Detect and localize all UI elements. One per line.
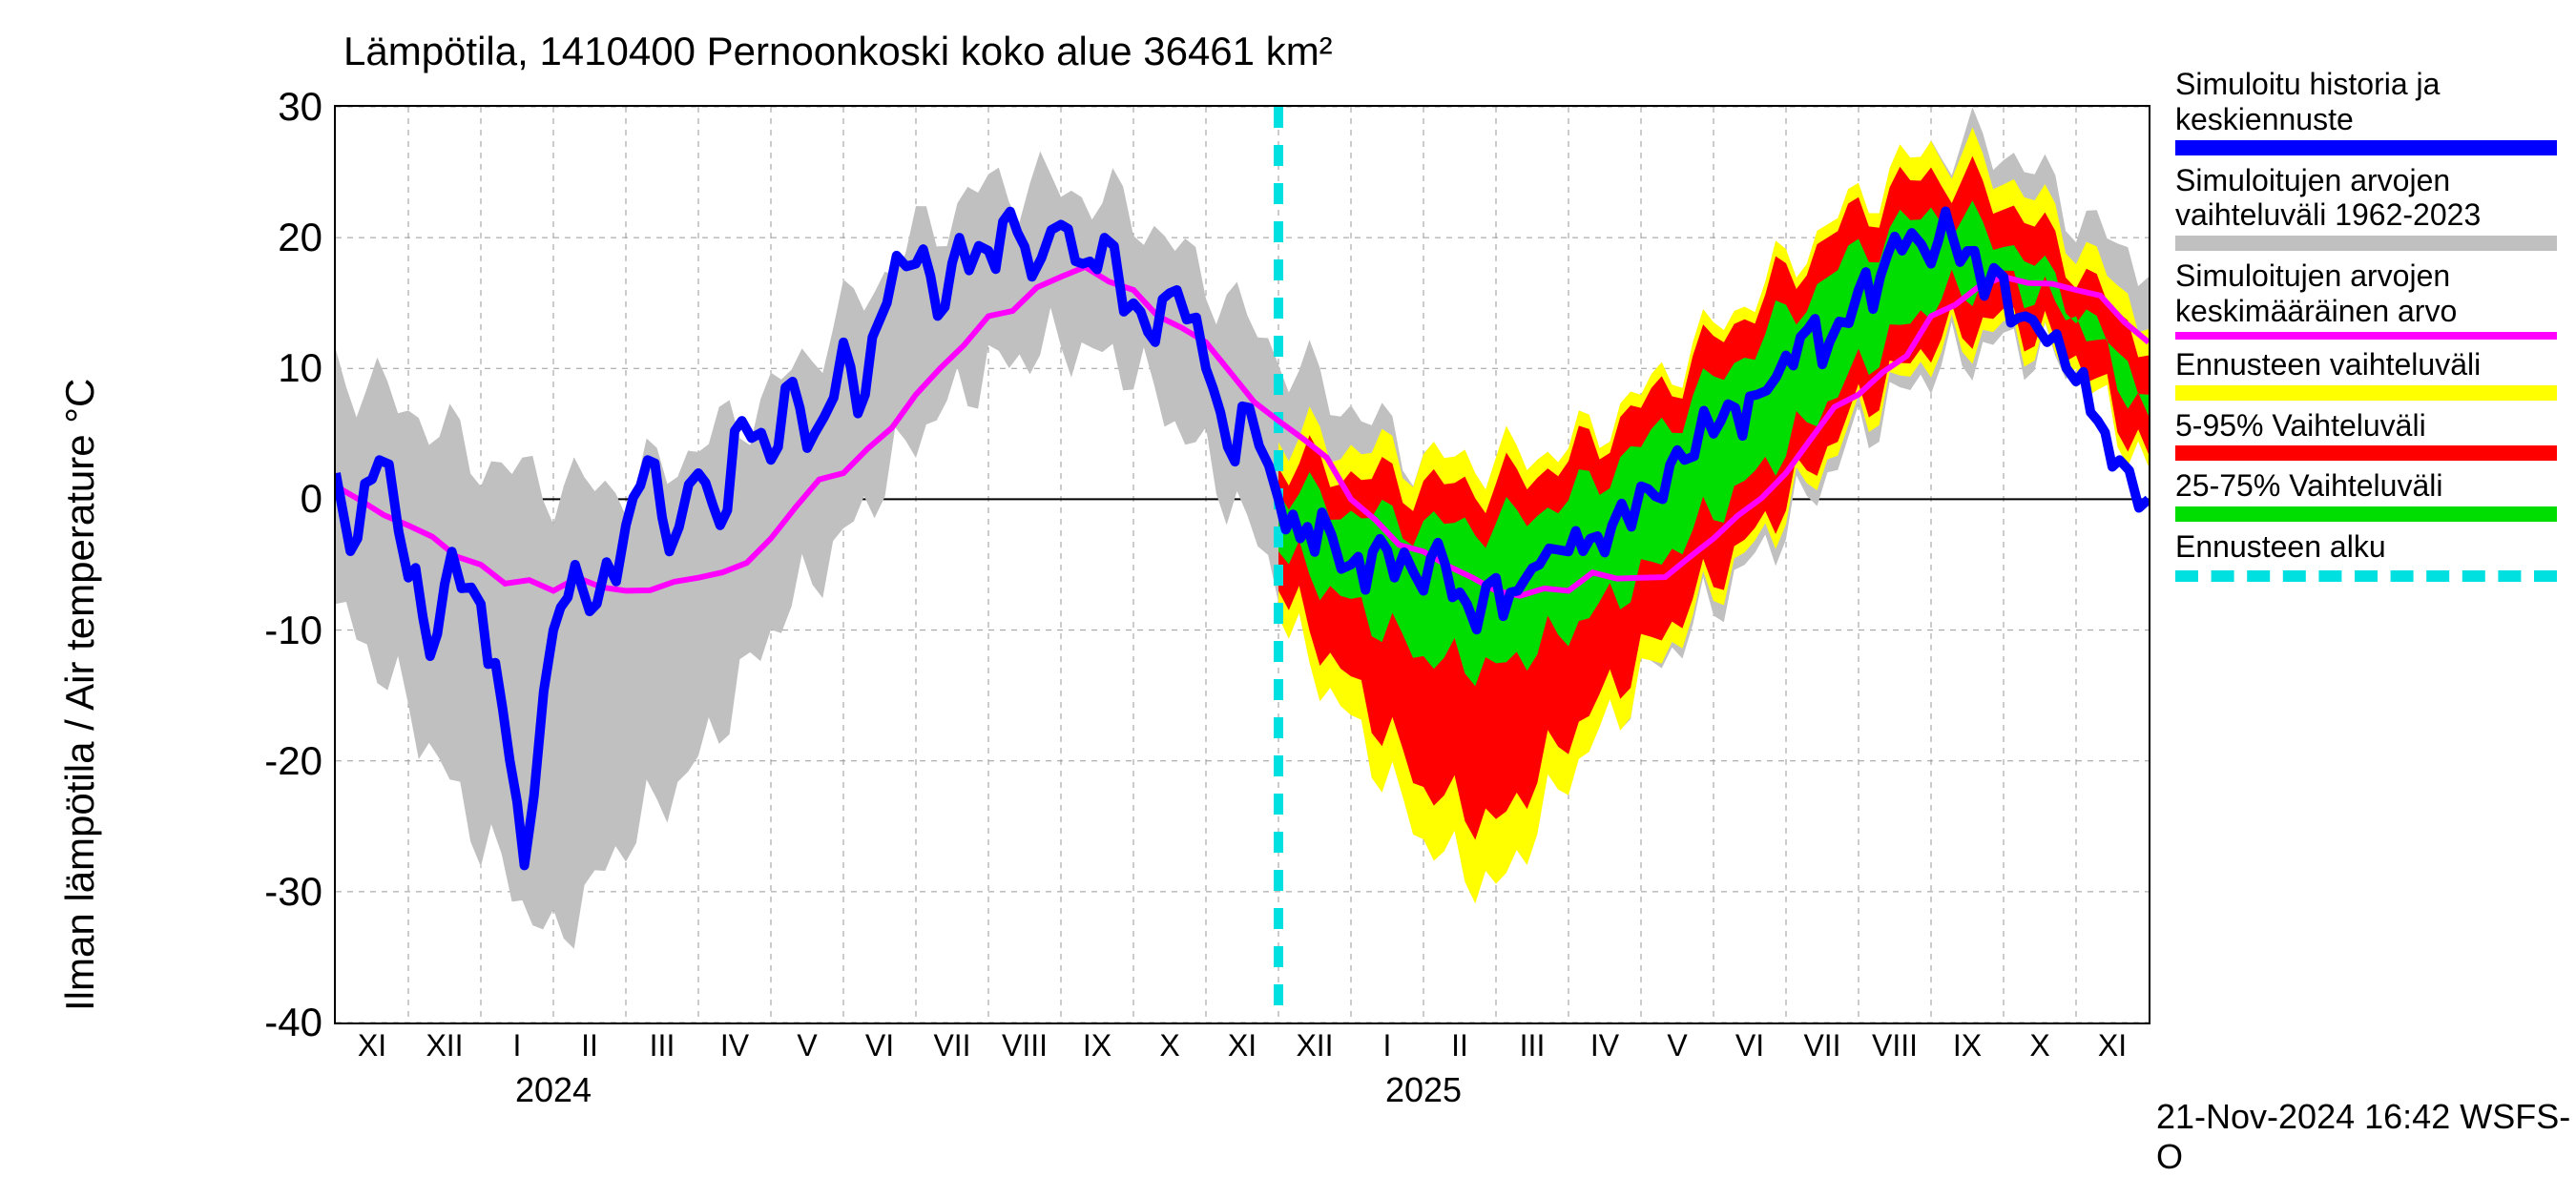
x-tick-label: VI [865, 1028, 894, 1063]
x-tick-label: VII [1803, 1028, 1840, 1063]
x-tick-label: VI [1735, 1028, 1764, 1063]
x-tick-label: IX [1953, 1028, 1982, 1063]
chart-container: Lämpötila, 1410400 Pernoonkoski koko alu… [0, 0, 2576, 1145]
x-year-label: 2024 [515, 1070, 592, 1110]
x-tick-label: I [1383, 1028, 1392, 1063]
legend-swatch [2175, 570, 2557, 582]
legend-label: Ennusteen vaihteluväli [2175, 347, 2557, 382]
legend-item: Ennusteen vaihteluväli [2175, 347, 2557, 401]
legend-item: Simuloitujen arvojen vaihteluväli 1962-2… [2175, 163, 2557, 252]
legend-swatch [2175, 140, 2557, 155]
legend-swatch [2175, 385, 2557, 401]
legend-item: 25-75% Vaihteluväli [2175, 468, 2557, 522]
x-tick-label: II [1451, 1028, 1468, 1063]
legend-item: 5-95% Vaihteluväli [2175, 408, 2557, 462]
x-tick-label: XI [2098, 1028, 2127, 1063]
legend-label: Simuloitujen arvojen keskimääräinen arvo [2175, 258, 2557, 329]
legend-swatch [2175, 332, 2557, 340]
x-tick-label: V [1667, 1028, 1687, 1063]
x-tick-label: II [581, 1028, 598, 1063]
y-tick-label: -40 [264, 1000, 322, 1045]
chart-title: Lämpötila, 1410400 Pernoonkoski koko alu… [343, 29, 1333, 74]
y-tick-label: 20 [278, 215, 322, 260]
x-tick-label: VII [933, 1028, 970, 1063]
y-tick-label: 30 [278, 84, 322, 130]
legend-swatch [2175, 236, 2557, 251]
plot-area: -40-30-20-100102030XIXIIIIIIIIIVVVIVIIVI… [334, 105, 2150, 1024]
y-axis-label: Ilman lämpötila / Air temperature °C [57, 379, 103, 1011]
legend-item: Ennusteen alku [2175, 529, 2557, 582]
x-tick-label: VIII [1002, 1028, 1048, 1063]
x-tick-label: VIII [1872, 1028, 1918, 1063]
y-tick-label: -10 [264, 608, 322, 653]
x-tick-label: X [2029, 1028, 2049, 1063]
x-tick-label: IX [1083, 1028, 1111, 1063]
legend-label: Ennusteen alku [2175, 529, 2557, 565]
y-tick-label: 0 [301, 476, 322, 522]
x-tick-label: XI [358, 1028, 386, 1063]
x-tick-label: IV [720, 1028, 749, 1063]
x-tick-label: XI [1228, 1028, 1257, 1063]
x-tick-label: XII [426, 1028, 463, 1063]
x-tick-label: IV [1590, 1028, 1619, 1063]
legend-label: 5-95% Vaihteluväli [2175, 408, 2557, 444]
y-tick-label: 10 [278, 345, 322, 391]
x-tick-label: X [1159, 1028, 1179, 1063]
legend-item: Simuloitujen arvojen keskimääräinen arvo [2175, 258, 2557, 340]
legend-item: Simuloitu historia ja keskiennuste [2175, 67, 2557, 155]
x-tick-label: V [797, 1028, 817, 1063]
x-tick-label: XII [1296, 1028, 1333, 1063]
y-tick-label: -20 [264, 738, 322, 784]
x-year-label: 2025 [1385, 1070, 1462, 1110]
legend: Simuloitu historia ja keskiennuste Simulo… [2175, 67, 2557, 589]
x-tick-label: III [650, 1028, 675, 1063]
legend-label: 25-75% Vaihteluväli [2175, 468, 2557, 504]
legend-label: Simuloitujen arvojen vaihteluväli 1962-2… [2175, 163, 2557, 234]
y-tick-label: -30 [264, 869, 322, 915]
x-tick-label: III [1520, 1028, 1546, 1063]
timestamp: 21-Nov-2024 16:42 WSFS-O [2156, 1097, 2576, 1177]
chart-svg [336, 107, 2149, 1022]
legend-swatch [2175, 506, 2557, 522]
legend-swatch [2175, 445, 2557, 461]
x-tick-label: I [513, 1028, 522, 1063]
legend-label: Simuloitu historia ja keskiennuste [2175, 67, 2557, 137]
